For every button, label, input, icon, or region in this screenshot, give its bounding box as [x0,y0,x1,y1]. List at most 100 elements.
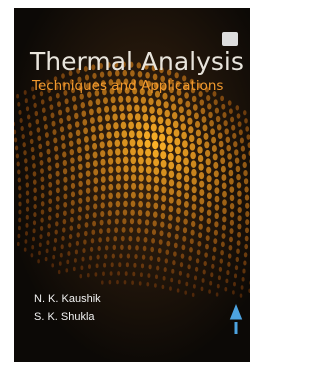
dot [71,191,75,197]
dot [170,278,173,283]
dot [18,210,21,215]
dot [260,195,262,201]
dot [62,227,65,232]
dot [187,264,190,269]
dot [88,100,93,106]
dot [228,253,232,258]
dot [17,162,20,167]
dot [108,201,112,207]
dot [91,126,96,133]
dot [131,281,134,285]
dot [178,98,183,105]
dot [236,257,239,262]
dot [259,187,262,193]
dot [260,203,262,209]
dot [237,232,241,238]
dot [206,158,211,165]
dot [202,116,207,123]
dot [78,207,82,213]
dot [119,104,124,111]
dot [243,110,246,115]
dot [210,272,213,277]
dot [149,256,152,261]
dot [18,202,21,207]
dot [80,94,84,100]
dot [238,121,242,127]
dot [207,218,211,224]
dot [216,292,219,296]
dot [229,237,233,243]
dot [153,150,159,158]
dot [73,267,76,271]
dot [117,271,120,276]
dot [113,236,117,241]
dot [63,194,67,200]
dot [12,122,15,127]
dot [236,105,240,110]
dot [199,172,204,179]
dot [157,257,160,262]
dot [158,125,164,133]
dot [104,254,107,259]
dot [144,131,150,139]
dot [195,121,200,128]
dot [111,96,116,103]
dot [233,141,237,147]
dot [238,207,242,213]
dot [55,221,59,226]
dot [118,262,121,267]
dot [101,167,106,174]
dot [207,210,212,216]
book-title: Thermal Analysis [29,47,244,76]
dot [152,141,158,149]
dot [200,99,205,105]
dot [214,213,218,219]
dot [37,127,41,132]
dot [197,241,201,247]
dot [176,164,182,172]
dot [163,276,166,281]
dot [39,152,43,158]
dot [229,228,233,234]
dot [111,262,114,267]
dot [97,107,102,114]
dot [234,149,238,155]
dot [156,266,159,271]
dot [14,138,17,143]
dot [217,284,220,289]
dot [107,228,111,234]
dot [222,199,227,205]
dot [108,175,113,182]
dot [169,286,172,290]
dot [181,123,187,130]
dot [233,282,236,287]
dot [235,157,240,163]
dot [33,179,37,184]
dot [161,195,166,202]
dot [209,120,214,127]
dot [79,274,82,278]
dot [241,285,244,289]
dot [145,140,151,148]
dot [158,116,164,124]
dot [245,236,249,242]
dot [129,130,135,138]
dot [76,130,81,136]
dot [258,268,261,273]
dot [237,240,241,246]
dot [176,208,181,215]
dot [161,169,167,177]
dot [181,253,185,258]
dot [237,113,241,118]
dot [170,95,175,102]
dot [128,236,132,242]
dot [116,192,121,199]
dot [243,170,247,176]
dot [258,276,261,281]
dot [166,241,170,247]
dot [183,149,189,157]
dot [78,181,82,187]
dot [260,128,262,133]
dot [216,116,220,122]
dot [48,165,52,171]
